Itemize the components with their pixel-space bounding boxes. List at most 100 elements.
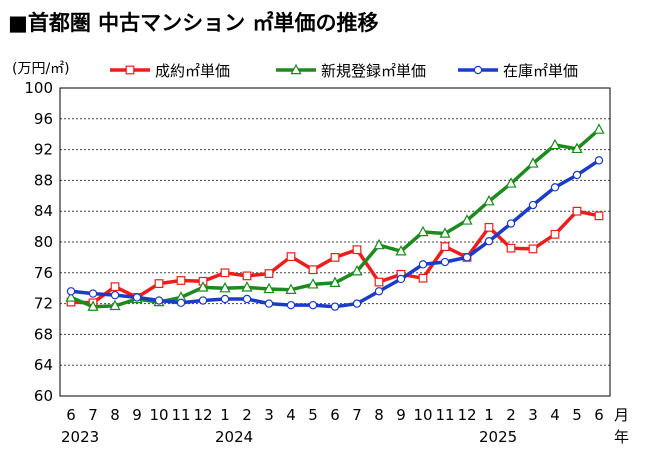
y-axis-ticks: 60 64 68 72 76 80 84 88 92 96 100 — [24, 79, 53, 405]
y-tick-label: 88 — [34, 171, 53, 189]
circle-marker — [154, 296, 164, 305]
square-marker — [308, 265, 318, 275]
triangle-marker — [285, 283, 297, 294]
triangle-marker — [263, 282, 275, 294]
circle-marker — [374, 287, 384, 296]
series-circle — [66, 156, 604, 311]
x-tick-label: 6 — [330, 406, 340, 424]
y-tick-label: 96 — [34, 110, 53, 128]
circle-marker — [440, 257, 450, 267]
circle-marker — [462, 253, 472, 262]
square-marker — [176, 276, 186, 285]
y-tick-label: 60 — [34, 387, 53, 405]
chart-title: ■首都圏 中古マンション ㎡単価の推移 — [8, 11, 378, 35]
triangle-marker — [307, 278, 319, 289]
y-axis-unit-label: (万円/㎡) — [12, 61, 70, 77]
square-marker — [594, 211, 604, 221]
circle-marker — [132, 293, 142, 302]
x-tick-label: 8 — [374, 406, 384, 424]
year-label: 2023 — [61, 428, 99, 446]
x-axis-year-label: 年 — [614, 428, 629, 446]
x-tick-label: 1 — [220, 406, 230, 424]
y-tick-label: 100 — [24, 79, 53, 97]
y-tick-label: 68 — [34, 325, 53, 343]
y-tick-label: 84 — [34, 202, 53, 220]
circle-marker — [264, 299, 274, 308]
x-tick-label: 2 — [506, 406, 516, 424]
x-tick-label: 7 — [88, 406, 98, 424]
triangle-marker — [571, 142, 583, 154]
x-axis-month-label: 月 — [614, 406, 629, 424]
x-tick-label: 11 — [171, 406, 190, 424]
circle-marker — [572, 170, 582, 180]
square-marker — [242, 271, 252, 281]
triangle-marker — [505, 177, 517, 188]
triangle-marker — [241, 281, 253, 292]
circle-marker — [176, 298, 186, 308]
x-tick-label: 10 — [413, 406, 432, 424]
triangle-marker — [439, 227, 451, 238]
circle-marker — [330, 302, 340, 311]
legend-label: 新規登録㎡単価 — [321, 62, 426, 80]
legend-label: 在庫㎡単価 — [503, 62, 578, 80]
square-marker — [528, 244, 538, 254]
circle-marker — [198, 296, 208, 305]
x-tick-label: 9 — [396, 406, 406, 424]
series-layer — [65, 123, 605, 311]
circle-marker — [352, 299, 362, 308]
circle-marker — [550, 183, 560, 192]
x-tick-label: 7 — [352, 406, 362, 424]
circle-marker — [418, 260, 428, 269]
year-label: 2025 — [479, 428, 517, 446]
circle-marker — [88, 289, 98, 298]
square-marker — [286, 252, 296, 262]
x-tick-label: 8 — [110, 406, 120, 424]
circle-marker — [528, 200, 538, 210]
plot-frame — [59, 87, 611, 397]
x-tick-label: 12 — [457, 406, 476, 424]
circle-marker — [110, 290, 120, 300]
triangle-marker — [87, 300, 99, 311]
x-tick-label: 6 — [594, 406, 604, 424]
x-tick-label: 3 — [264, 406, 274, 424]
circle-marker — [286, 300, 296, 310]
x-tick-label: 4 — [550, 406, 560, 424]
y-tick-label: 64 — [34, 356, 53, 374]
triangle-marker — [373, 238, 385, 250]
triangle-marker — [461, 214, 473, 225]
triangle-marker — [290, 63, 302, 75]
year-label: 2024 — [215, 428, 253, 446]
circle-marker — [484, 237, 494, 246]
x-tick-label: 1 — [484, 406, 494, 424]
x-tick-label: 9 — [132, 406, 142, 424]
legend-item: 新規登録㎡単価 — [276, 62, 426, 80]
x-tick-label: 10 — [149, 406, 168, 424]
square-marker — [110, 282, 120, 292]
legend-item: 成約㎡単価 — [110, 62, 230, 80]
y-tick-label: 80 — [34, 233, 53, 251]
x-tick-label: 6 — [66, 406, 76, 424]
square-marker — [506, 243, 516, 253]
circle-marker — [242, 294, 252, 304]
circle-marker — [220, 294, 230, 304]
square-marker — [374, 277, 384, 287]
square-marker — [352, 245, 362, 255]
square-marker — [550, 229, 560, 239]
x-tick-label: 4 — [286, 406, 296, 424]
y-tick-label: 92 — [34, 141, 53, 159]
circle-marker — [506, 219, 516, 228]
square-marker — [264, 269, 274, 278]
triangle-marker — [549, 138, 561, 150]
triangle-marker — [395, 244, 407, 256]
x-tick-label: 11 — [435, 406, 454, 424]
triangle-marker — [593, 123, 605, 134]
series-square — [66, 206, 604, 308]
circle-marker — [594, 156, 604, 165]
triangle-marker — [219, 281, 231, 293]
square-marker — [220, 268, 230, 278]
triangle-marker — [417, 225, 429, 237]
triangle-marker — [109, 299, 121, 311]
triangle-marker — [65, 291, 77, 302]
